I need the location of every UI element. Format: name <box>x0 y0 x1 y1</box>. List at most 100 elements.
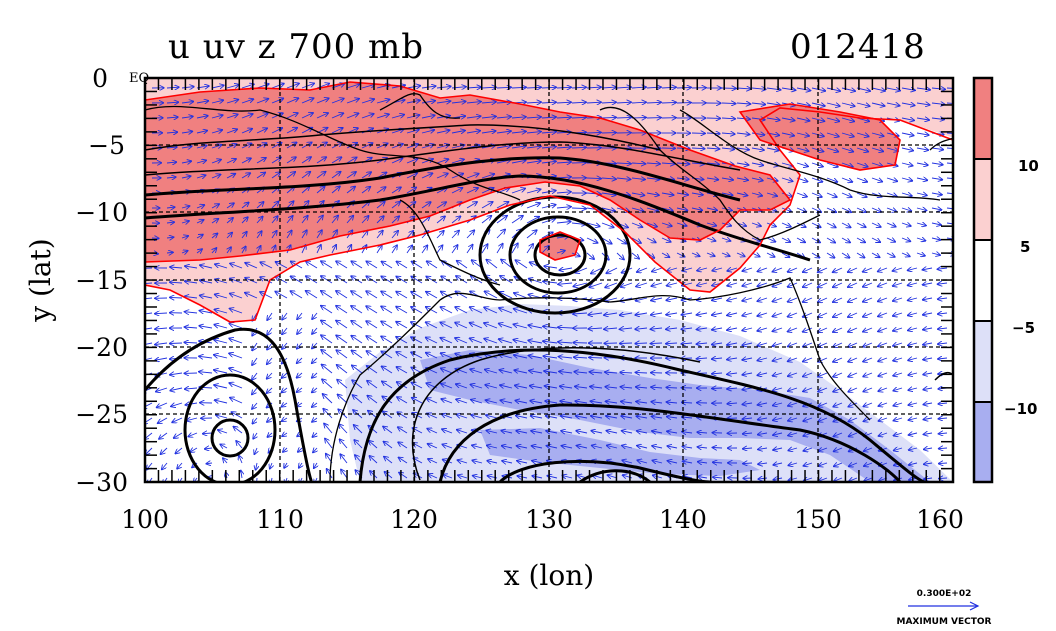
wind-vector <box>841 147 853 152</box>
wind-vector <box>826 162 838 167</box>
wind-vector <box>166 117 178 118</box>
wind-vector <box>426 307 438 314</box>
wind-vector <box>556 117 571 118</box>
wind-vector <box>938 283 948 284</box>
wind-vector <box>286 143 297 149</box>
wind-vector <box>571 117 586 118</box>
vector-key: 0.300E+02 MAXIMUM VECTOR <box>896 589 991 627</box>
wind-vector <box>886 133 899 136</box>
wind-vector <box>666 298 678 300</box>
y-tick-labels: 0 −5 −10 −15 −20 −25 −30 <box>75 64 128 497</box>
wind-vector <box>893 283 903 286</box>
wind-vector <box>361 231 368 239</box>
wind-vector <box>406 144 418 149</box>
wind-vector <box>411 307 423 314</box>
wind-vector <box>406 245 412 254</box>
wind-vector <box>321 261 333 269</box>
wind-vector <box>946 223 953 224</box>
wind-vector <box>376 187 386 194</box>
wind-vector <box>833 297 843 302</box>
y-tick-label: 0 <box>92 64 108 93</box>
wind-vector <box>743 463 753 464</box>
wind-vector <box>257 246 261 254</box>
wind-vector <box>511 146 526 148</box>
wind-vector <box>312 327 318 334</box>
wind-vector <box>661 163 675 164</box>
wind-vector <box>556 87 571 88</box>
wind-vector <box>631 222 642 227</box>
wind-vector <box>211 100 223 103</box>
wind-vector <box>939 463 948 464</box>
wind-vector <box>803 343 813 347</box>
wind-vector <box>848 358 858 362</box>
wind-vector <box>646 163 660 164</box>
wind-vector <box>766 148 779 151</box>
wind-vector <box>196 235 203 238</box>
wind-vector <box>931 148 943 150</box>
wind-vector <box>586 133 601 134</box>
wind-vector <box>923 358 933 360</box>
wind-vector <box>291 276 303 284</box>
wind-vector <box>635 313 648 315</box>
wind-vector <box>886 163 898 166</box>
wind-vector <box>727 343 738 345</box>
wind-vector <box>426 277 438 284</box>
wind-vector <box>751 163 763 165</box>
wind-vector <box>916 193 927 195</box>
wind-vector <box>286 172 295 179</box>
wind-vector <box>938 268 948 269</box>
wind-vector <box>742 358 753 360</box>
wind-vector <box>788 358 798 361</box>
wind-vector <box>606 267 618 273</box>
wind-vector <box>938 358 948 359</box>
wind-vector <box>871 103 885 106</box>
wind-vector <box>441 292 453 299</box>
wind-vector <box>826 177 837 182</box>
wind-vector <box>166 252 173 253</box>
wind-vector <box>878 373 888 376</box>
wind-vector <box>878 328 888 331</box>
wind-vector <box>241 144 252 149</box>
wind-vector <box>421 86 436 88</box>
wind-vector <box>351 321 363 329</box>
wind-vector <box>166 87 179 88</box>
wind-vector <box>742 298 753 301</box>
wind-vector <box>346 216 353 224</box>
wind-vector <box>946 87 953 89</box>
wind-vector <box>226 159 236 164</box>
wind-vector <box>796 163 808 166</box>
wind-vector <box>321 350 333 359</box>
wind-vector <box>878 298 888 301</box>
wind-vector <box>166 177 176 178</box>
wind-vector <box>526 102 541 103</box>
wind-vector <box>646 252 654 258</box>
colorbar-segment <box>974 78 992 159</box>
wind-vector <box>621 282 633 287</box>
wind-vector <box>901 148 913 151</box>
wind-vector <box>391 144 403 149</box>
wind-vector <box>766 238 775 242</box>
wind-vector <box>574 357 588 358</box>
wind-vector <box>908 328 918 330</box>
wind-vector <box>691 163 704 164</box>
wind-vector <box>666 313 678 315</box>
y-tick-label: −5 <box>88 131 125 160</box>
wind-vector <box>406 173 417 179</box>
wind-vector <box>833 342 843 347</box>
wind-vector <box>185 312 198 313</box>
wind-vector <box>571 102 586 103</box>
wind-vector <box>457 261 468 269</box>
wind-vector <box>301 83 314 89</box>
wind-vector <box>511 243 518 254</box>
wind-vector <box>346 172 356 179</box>
wind-vector <box>556 207 571 208</box>
wind-vector <box>886 253 895 257</box>
wind-vector <box>620 372 633 373</box>
wind-vector <box>470 307 483 314</box>
wind-vector <box>181 236 188 238</box>
wind-vector <box>397 262 408 269</box>
wind-vector <box>466 188 478 194</box>
wind-vector <box>818 267 828 272</box>
wind-vector <box>181 116 193 118</box>
wind-vector <box>256 217 263 224</box>
